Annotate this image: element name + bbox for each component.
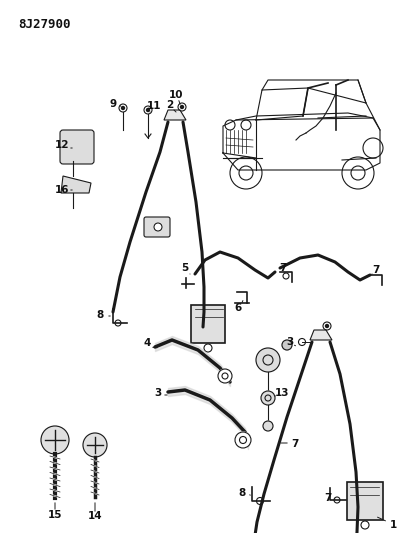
- FancyBboxPatch shape: [191, 305, 225, 343]
- Circle shape: [147, 109, 150, 111]
- Circle shape: [263, 421, 273, 431]
- Text: 7: 7: [291, 439, 299, 449]
- Circle shape: [154, 223, 162, 231]
- Text: 8J27900: 8J27900: [18, 18, 71, 31]
- Polygon shape: [61, 176, 91, 193]
- Circle shape: [256, 348, 280, 372]
- Text: 3: 3: [287, 337, 294, 347]
- Text: 5: 5: [181, 263, 189, 273]
- Text: 11: 11: [147, 101, 161, 111]
- FancyBboxPatch shape: [144, 217, 170, 237]
- Text: 7: 7: [324, 493, 332, 503]
- Text: 8: 8: [96, 310, 104, 320]
- Text: 4: 4: [143, 338, 151, 348]
- Circle shape: [261, 391, 275, 405]
- Circle shape: [326, 325, 328, 327]
- FancyBboxPatch shape: [347, 482, 383, 520]
- FancyBboxPatch shape: [60, 130, 94, 164]
- Text: 7: 7: [372, 265, 380, 275]
- Circle shape: [41, 426, 69, 454]
- Text: 13: 13: [275, 388, 289, 398]
- Text: 6: 6: [235, 303, 242, 313]
- Text: 15: 15: [48, 510, 62, 520]
- Circle shape: [235, 432, 251, 448]
- Text: 1: 1: [389, 520, 397, 530]
- Text: 16: 16: [55, 185, 69, 195]
- Circle shape: [218, 369, 232, 383]
- Polygon shape: [164, 110, 186, 120]
- Text: 14: 14: [88, 511, 102, 521]
- Text: 3: 3: [154, 388, 162, 398]
- Circle shape: [83, 433, 107, 457]
- Text: 12: 12: [55, 140, 69, 150]
- Polygon shape: [310, 330, 332, 340]
- Circle shape: [181, 106, 183, 109]
- Circle shape: [121, 107, 125, 109]
- Text: 7: 7: [279, 263, 287, 273]
- Text: 9: 9: [110, 99, 116, 109]
- Text: 2: 2: [166, 100, 174, 110]
- Circle shape: [282, 340, 292, 350]
- Text: 10: 10: [169, 90, 183, 100]
- Text: 8: 8: [239, 488, 245, 498]
